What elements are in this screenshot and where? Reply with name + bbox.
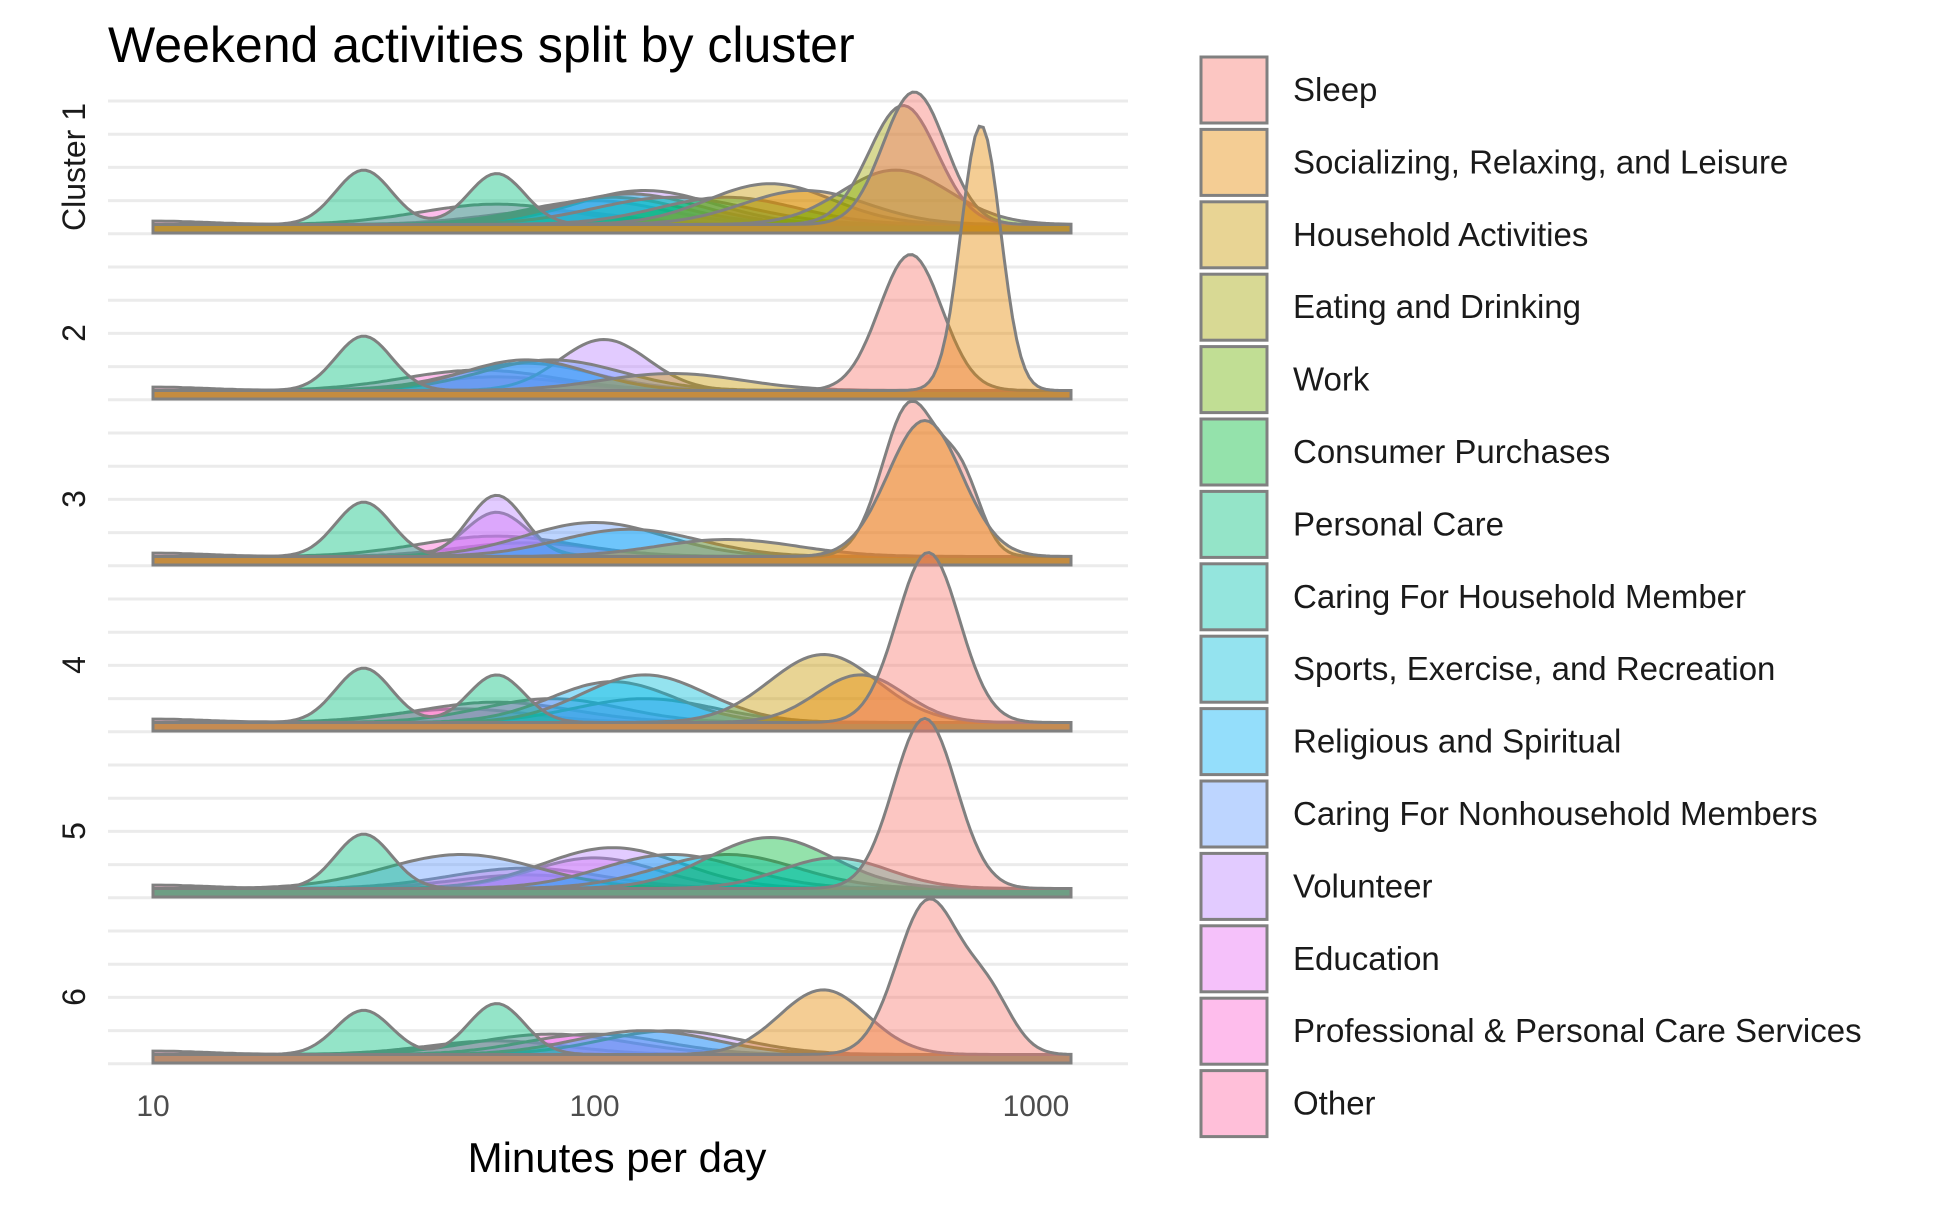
row-label: 4 (56, 656, 92, 674)
legend-item: Sports, Exercise, and Recreation (1199, 634, 1775, 704)
legend-label: Work (1293, 361, 1370, 398)
legend-label: Socializing, Relaxing, and Leisure (1293, 143, 1788, 180)
row-label: 2 (56, 324, 92, 342)
legend-label: Religious and Spiritual (1293, 723, 1621, 760)
x-tick-label: 1000 (1003, 1090, 1070, 1123)
legend-item: Sleep (1199, 55, 1377, 125)
legend-item: Religious and Spiritual (1199, 707, 1621, 777)
chart-title: Weekend activities split by cluster (108, 17, 855, 73)
legend-key (1199, 634, 1269, 704)
legend-item: Personal Care (1199, 489, 1504, 559)
legend-key (1199, 272, 1269, 342)
legend-key (1199, 345, 1269, 415)
legend-label: Personal Care (1293, 505, 1504, 542)
ridge-row (151, 90, 1073, 235)
legend-key (1199, 707, 1269, 777)
legend-label: Household Activities (1293, 216, 1588, 253)
ridge-row (151, 551, 1073, 733)
legend-label: Education (1293, 940, 1440, 977)
row-label: 5 (56, 822, 92, 840)
legend-item: Volunteer (1199, 851, 1432, 921)
legend: Sleep Socializing, Relaxing, and Leisure H… (1199, 55, 1862, 1139)
ridge-sleep (151, 897, 1073, 1065)
ridge-row (151, 716, 1073, 899)
x-axis-title: Minutes per day (468, 1134, 767, 1181)
row-label: Cluster 1 (56, 103, 92, 231)
legend-item: Eating and Drinking (1199, 272, 1581, 342)
legend-item: Other (1199, 1069, 1376, 1139)
x-tick-label: 10 (136, 1090, 169, 1123)
legend-label: Volunteer (1293, 867, 1432, 904)
legend-key (1199, 55, 1269, 125)
ridge-sleep (151, 90, 1073, 235)
ridge-row (151, 399, 1073, 567)
legend-key (1199, 489, 1269, 559)
legend-label: Caring For Household Member (1293, 578, 1746, 615)
legend-label: Caring For Nonhousehold Members (1293, 795, 1818, 832)
legend-key (1199, 1069, 1269, 1139)
legend-label: Sports, Exercise, and Recreation (1293, 650, 1775, 687)
row-label: 6 (56, 988, 92, 1006)
x-tick-label: 100 (569, 1090, 619, 1123)
legend-item: Socializing, Relaxing, and Leisure (1199, 127, 1788, 197)
legend-key (1199, 417, 1269, 487)
legend-key (1199, 851, 1269, 921)
ridge-sleep (151, 551, 1073, 733)
legend-key (1199, 779, 1269, 849)
legend-item: Household Activities (1199, 200, 1588, 270)
legend-item: Consumer Purchases (1199, 417, 1610, 487)
legend-label: Consumer Purchases (1293, 433, 1610, 470)
ridge-row (151, 124, 1073, 401)
ridge-layer (151, 90, 1073, 1065)
legend-item: Caring For Nonhousehold Members (1199, 779, 1818, 849)
legend-key (1199, 127, 1269, 197)
legend-item: Education (1199, 924, 1440, 994)
legend-item: Work (1199, 345, 1370, 415)
legend-key (1199, 200, 1269, 270)
ridge-socializing-relaxing-and-leisure (151, 418, 1073, 567)
legend-label: Professional & Personal Care Services (1293, 1012, 1862, 1049)
legend-item: Professional & Personal Care Services (1199, 996, 1862, 1066)
ridge-row (151, 897, 1073, 1065)
x-axis-ticks: 10 100 1000 (136, 1090, 1069, 1123)
legend-label: Other (1293, 1085, 1376, 1122)
row-labels: Cluster 1 2 3 4 5 6 (56, 103, 92, 1006)
legend-label: Eating and Drinking (1293, 288, 1581, 325)
ridge-sleep (151, 716, 1073, 899)
legend-item: Caring For Household Member (1199, 562, 1746, 632)
ridge-socializing-relaxing-and-leisure (151, 124, 1073, 401)
legend-key (1199, 924, 1269, 994)
row-label: 3 (56, 490, 92, 508)
legend-label: Sleep (1293, 71, 1377, 108)
legend-key (1199, 996, 1269, 1066)
legend-key (1199, 562, 1269, 632)
